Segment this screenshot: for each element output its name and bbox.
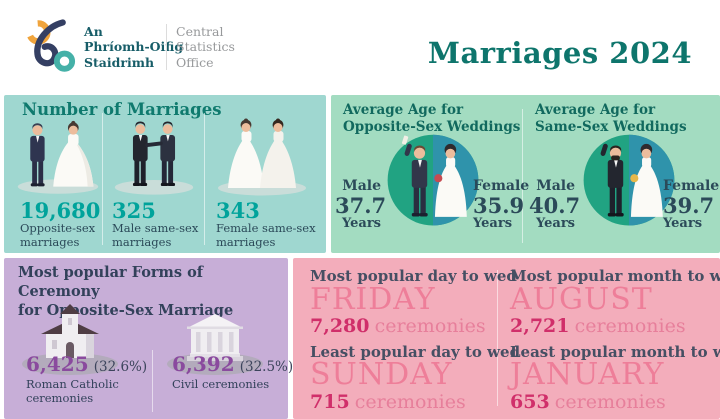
page-title: Marriages 2024 <box>427 36 692 70</box>
section-title: Average Age for Same-Sex Weddings <box>535 102 687 136</box>
two-brides-icon <box>218 118 306 196</box>
forms-of-ceremony-panel: Most popular Forms of Ceremony for Oppos… <box>4 258 293 419</box>
average-age-same-sex-section: Average Age for Same-Sex Weddings Male 4… <box>523 95 720 253</box>
stat-label: Roman Catholic ceremonies <box>26 377 119 406</box>
male-average-age: Male 40.7 Years <box>529 178 581 232</box>
logo-irish-name: An Phríomh-Oifig Staidrimh <box>84 24 184 70</box>
least-popular-day-label: Least popular day to wed <box>310 343 521 361</box>
column-divider <box>204 113 205 245</box>
male-average-age: Male 37.7 Years <box>335 178 387 232</box>
stat-value: 6,425 <box>26 352 89 376</box>
female-same-sex-marriages-stat: 343 Female same-sex marriages <box>210 115 322 250</box>
most-popular-month-count: 2,721 ceremonies <box>510 315 686 337</box>
two-grooms-icon <box>114 121 194 195</box>
least-popular-day-count: 715 ceremonies <box>310 391 466 413</box>
stat-label: Opposite-sex marriages <box>20 221 96 249</box>
most-popular-day-count: 7,280 ceremonies <box>310 315 486 337</box>
least-popular-day-value: SUNDAY <box>310 357 453 392</box>
stat-label: Male same-sex marriages <box>112 221 199 249</box>
stat-percentage: (32.6%) <box>93 359 148 375</box>
stat-value: 6,392 <box>172 352 235 376</box>
opposite-sex-marriages-stat: 19,680 Opposite-sex marriages <box>14 115 102 250</box>
day-to-wed-section: Most popular day to wed FRIDAY 7,280 cer… <box>310 258 520 419</box>
section-title: Average Age for Opposite-Sex Weddings <box>343 102 521 136</box>
panel-divider <box>497 270 498 406</box>
female-average-age: Female 39.7 Years <box>663 178 720 232</box>
cso-logo-icon <box>26 19 76 72</box>
average-age-opposite-sex-section: Average Age for Opposite-Sex Weddings Ma… <box>331 95 530 253</box>
average-age-panel: Average Age for Opposite-Sex Weddings Ma… <box>331 95 720 253</box>
most-popular-day-label: Most popular day to wed <box>310 267 517 285</box>
stat-value: 343 <box>216 198 260 223</box>
least-popular-month-label: Least popular month to wed <box>510 343 720 361</box>
civil-ceremonies-stat: 6,392 (32.5%) <box>172 352 293 376</box>
header: An Phríomh-Oifig Staidrimh Central Stati… <box>0 0 720 95</box>
column-divider <box>152 350 153 412</box>
stat-value: 19,680 <box>20 198 101 223</box>
stat-label: Female same-sex marriages <box>216 221 316 249</box>
civil-building-icon <box>167 314 263 375</box>
wedding-couple-circle-icon <box>387 134 479 226</box>
church-icon <box>22 304 118 375</box>
most-popular-month-label: Most popular month to wed <box>510 267 720 285</box>
most-popular-day-value: FRIDAY <box>310 282 436 317</box>
least-popular-month-value: JANUARY <box>510 357 665 392</box>
roman-catholic-stat: 6,425 (32.6%) <box>26 352 147 376</box>
stat-label: Civil ceremonies <box>172 377 270 391</box>
month-to-wed-section: Most popular month to wed AUGUST 2,721 c… <box>510 258 720 419</box>
female-average-age: Female 35.9 Years <box>473 178 530 232</box>
least-popular-month-count: 653 ceremonies <box>510 391 666 413</box>
wedding-couple-circle-icon <box>583 134 675 226</box>
stat-value: 325 <box>112 198 156 223</box>
day-month-to-wed-panel: Most popular day to wed FRIDAY 7,280 cer… <box>293 258 720 419</box>
number-of-marriages-title: Number of Marriages <box>22 100 222 119</box>
panel-divider <box>522 109 523 243</box>
column-divider <box>102 113 103 245</box>
logo-english-name: Central Statistics Office <box>176 24 235 70</box>
most-popular-month-value: AUGUST <box>510 282 653 317</box>
number-of-marriages-panel: Number of Marriages 19,680 Opposite-sex … <box>4 95 326 253</box>
stat-percentage: (32.5%) <box>239 359 294 375</box>
logo-divider <box>166 24 167 70</box>
male-same-sex-marriages-stat: 325 Male same-sex marriages <box>108 115 200 250</box>
bride-and-groom-icon <box>17 120 99 194</box>
